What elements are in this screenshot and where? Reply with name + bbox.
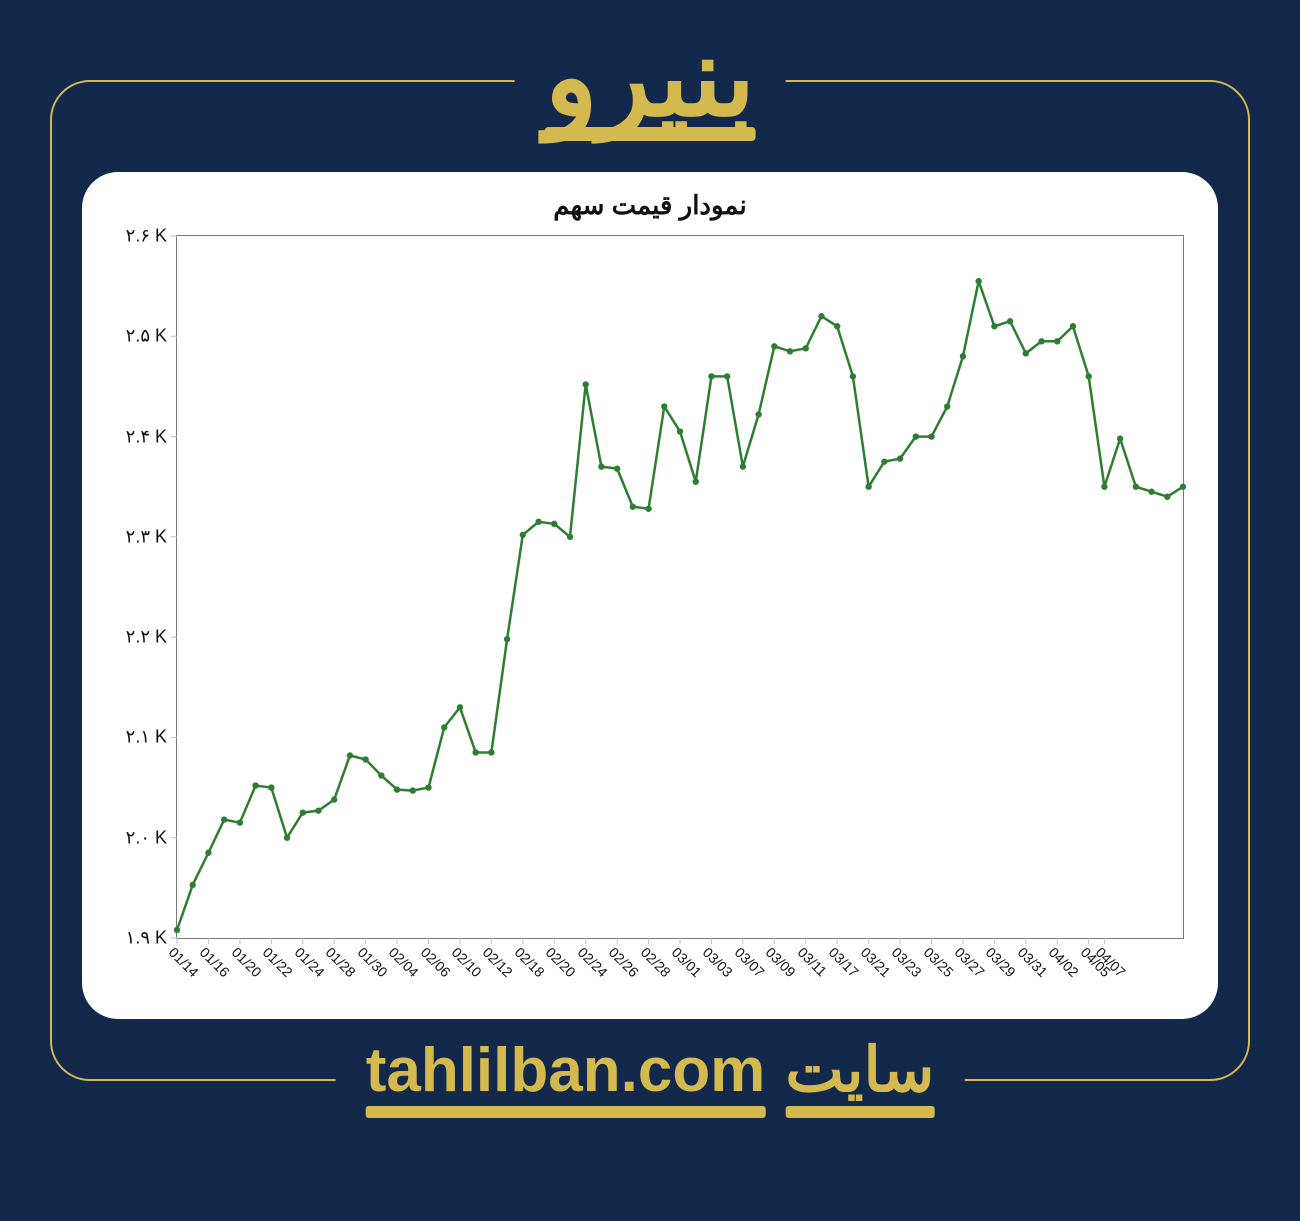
chart-card: نمودار قیمت سهم ۱.۹ K ۲.۰ K ۲.۱ K ۲.۲ K ۲.۳ … xyxy=(82,172,1218,1019)
ytick-label: ۲.۰ K xyxy=(126,827,177,848)
footer-label-underbar xyxy=(785,1106,934,1118)
xtick-label: 01/28 xyxy=(323,944,359,980)
footer-url-block: tahlilban.com xyxy=(366,1040,766,1118)
chart-title: نمودار قیمت سهم xyxy=(106,190,1194,221)
outer-frame: بنیرو tahlilban.com سایت نمودار قیمت سهم… xyxy=(50,80,1250,1081)
plot-area: ۱.۹ K۲.۰ K۲.۱ K۲.۲ K۲.۳ K۲.۴ K۲.۵ K۲.۶ K… xyxy=(176,235,1184,939)
ytick-label: ۲.۱ K xyxy=(126,727,177,748)
ytick-label: ۲.۲ K xyxy=(126,627,177,648)
xtick-label: 03/03 xyxy=(700,944,736,980)
xtick-label: 02/12 xyxy=(480,944,516,980)
xtick-label: 04/02 xyxy=(1046,944,1082,980)
xtick-label: 03/09 xyxy=(763,944,799,980)
xtick-label: 03/01 xyxy=(669,944,705,980)
header-title-wrap: بنیرو xyxy=(515,23,786,141)
xtick-label: 03/11 xyxy=(794,944,829,979)
xtick-label: 02/20 xyxy=(543,944,579,980)
chart-svg xyxy=(177,236,1183,938)
xtick-label: 03/21 xyxy=(857,944,893,980)
stock-symbol: بنیرو xyxy=(545,23,756,133)
xtick-label: 01/16 xyxy=(197,944,233,980)
xtick-label: 03/07 xyxy=(732,944,768,980)
xtick-label: 02/04 xyxy=(386,944,422,980)
xtick-label: 03/17 xyxy=(826,944,862,980)
xtick-label: 03/25 xyxy=(920,944,956,980)
xtick-label: 01/20 xyxy=(229,944,265,980)
xtick-label: 01/22 xyxy=(260,944,296,980)
xtick-label: 03/29 xyxy=(983,944,1019,980)
footer-label: سایت xyxy=(785,1040,934,1102)
xtick-label: 02/24 xyxy=(574,944,610,980)
xtick-label: 03/27 xyxy=(952,944,988,980)
xtick-label: 02/26 xyxy=(606,944,642,980)
xtick-label: 03/31 xyxy=(1014,944,1050,980)
xtick-label: 01/24 xyxy=(291,944,327,980)
ytick-label: ۲.۴ K xyxy=(126,426,177,447)
xtick-label: 01/30 xyxy=(354,944,390,980)
ytick-label: ۱.۹ K xyxy=(126,928,177,949)
xtick-label: 02/10 xyxy=(449,944,485,980)
ytick-label: ۲.۵ K xyxy=(126,326,177,347)
xtick-label: 01/14 xyxy=(166,944,202,980)
footer-wrap: tahlilban.com سایت xyxy=(336,1040,965,1118)
xtick-label: 02/28 xyxy=(637,944,673,980)
footer-url: tahlilban.com xyxy=(366,1040,766,1102)
footer-url-underbar xyxy=(366,1106,766,1118)
xtick-label: 02/18 xyxy=(511,944,547,980)
xtick-label: 03/23 xyxy=(889,944,925,980)
plot-wrap: ۱.۹ K ۲.۰ K ۲.۱ K ۲.۲ K ۲.۳ K ۲.۴ K ۲.۵ K ۲.۶ K… xyxy=(106,227,1194,999)
footer-label-block: سایت xyxy=(785,1040,934,1118)
ytick-label: ۲.۳ K xyxy=(126,526,177,547)
xtick-label: 02/06 xyxy=(417,944,453,980)
ytick-label: ۲.۶ K xyxy=(126,226,177,247)
